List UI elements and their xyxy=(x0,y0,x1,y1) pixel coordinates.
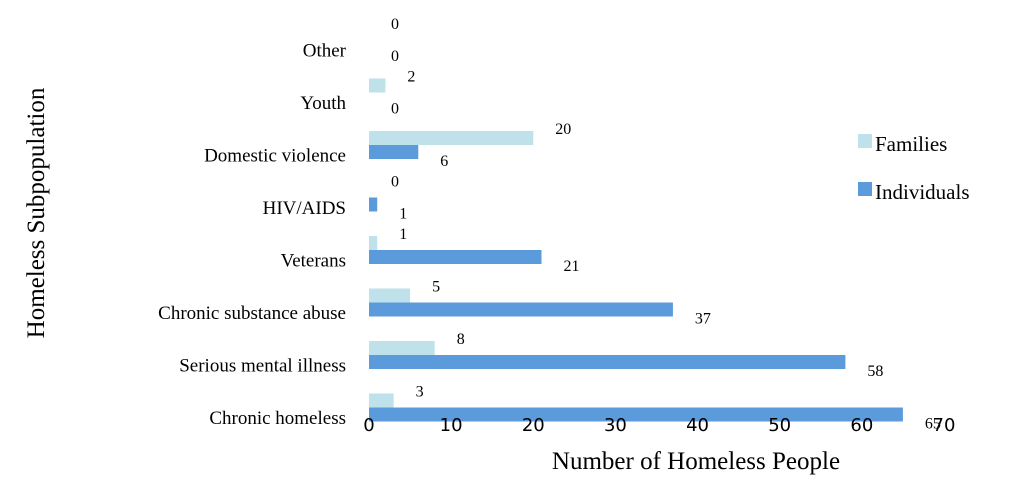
value-label-individuals-veterans: 21 xyxy=(563,258,579,275)
legend: Families Individuals xyxy=(858,132,970,204)
value-label-families-domestic-violence: 20 xyxy=(555,121,571,138)
x-tick-30: 30 xyxy=(604,415,627,436)
y-axis-title: Homeless Subpopulation xyxy=(23,87,50,338)
legend-label-families: Families xyxy=(875,132,947,156)
bar-individuals-serious-mental-illness xyxy=(369,355,846,369)
bar-individuals-chronic-homeless xyxy=(369,407,903,422)
legend-swatch-families xyxy=(858,134,872,148)
bar-families-chronic-substance-abuse xyxy=(369,288,411,303)
bar-families-chronic-homeless xyxy=(369,393,394,408)
value-label-individuals-chronic-homeless: 65 xyxy=(925,416,941,433)
bar-families-serious-mental-illness xyxy=(369,341,435,355)
x-tick-50: 50 xyxy=(768,415,791,436)
x-tick-20: 20 xyxy=(522,415,545,436)
legend-swatch-individuals xyxy=(858,182,872,196)
legend-label-individuals: Individuals xyxy=(875,180,970,204)
category-label-chronic-substance-abuse: Chronic substance abuse xyxy=(158,303,346,324)
bar-individuals-domestic-violence xyxy=(369,145,419,159)
value-label-families-veterans: 1 xyxy=(399,226,407,243)
category-label-other: Other xyxy=(303,40,347,61)
value-label-individuals-other: 0 xyxy=(391,48,399,65)
category-label-domestic-violence: Domestic violence xyxy=(204,145,346,166)
category-label-serious-mental-illness: Serious mental illness xyxy=(179,355,346,376)
bars-layer xyxy=(369,78,903,422)
category-label-veterans: Veterans xyxy=(281,250,346,271)
bar-individuals-veterans xyxy=(369,250,542,264)
category-label-chronic-homeless: Chronic homeless xyxy=(209,408,346,429)
bar-individuals-chronic-substance-abuse xyxy=(369,302,673,317)
value-label-individuals-hiv-aids: 1 xyxy=(399,206,407,223)
category-label-hiv-aids: HIV/AIDS xyxy=(263,198,346,219)
x-axis-title: Number of Homeless People xyxy=(552,448,840,475)
value-label-individuals-serious-mental-illness: 58 xyxy=(867,363,883,380)
value-label-families-chronic-substance-abuse: 5 xyxy=(432,279,440,296)
bar-families-youth xyxy=(369,78,386,93)
x-axis-ticks: 0 10 20 30 40 50 60 70 xyxy=(363,415,955,436)
value-label-families-serious-mental-illness: 8 xyxy=(457,331,465,348)
value-label-families-other: 0 xyxy=(391,16,399,33)
bar-families-veterans xyxy=(369,236,378,250)
category-label-youth: Youth xyxy=(300,93,346,114)
value-label-families-chronic-homeless: 3 xyxy=(416,384,424,401)
x-tick-0: 0 xyxy=(363,415,374,436)
value-label-individuals-chronic-substance-abuse: 37 xyxy=(695,311,711,328)
value-label-families-youth: 2 xyxy=(407,69,415,86)
x-tick-40: 40 xyxy=(686,415,709,436)
x-tick-60: 60 xyxy=(850,415,873,436)
value-label-families-hiv-aids: 0 xyxy=(391,174,399,191)
value-label-individuals-domestic-violence: 6 xyxy=(440,153,448,170)
bar-individuals-hiv-aids xyxy=(369,197,378,212)
bar-families-domestic-violence xyxy=(369,131,534,145)
x-tick-70: 70 xyxy=(933,415,956,436)
value-label-individuals-youth: 0 xyxy=(391,101,399,118)
x-tick-10: 10 xyxy=(440,415,463,436)
